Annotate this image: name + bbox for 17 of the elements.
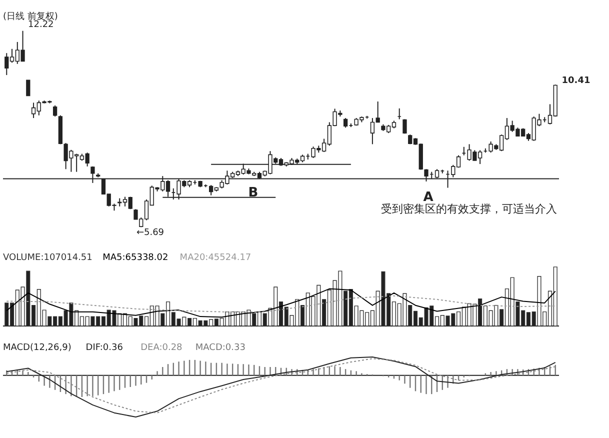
- series-label: MACD:0.33: [195, 343, 246, 353]
- candlestick: [26, 80, 30, 96]
- text: 12.22: [28, 20, 54, 30]
- annotation: 受到密集区的有效支撑，可适当介入: [381, 202, 558, 216]
- text: DIF:0.36: [86, 343, 124, 353]
- text: VOLUME:107014.51: [3, 253, 92, 263]
- candlestick: [402, 118, 407, 134]
- chart-title: MACD(12,26,9): [3, 343, 72, 353]
- candlestick: [52, 104, 58, 118]
- annotation: B: [248, 186, 258, 201]
- text: MA5:65338.02: [102, 253, 168, 263]
- candlestick: [343, 118, 348, 128]
- annotation: A: [423, 190, 434, 205]
- text: MA20:45524.17: [180, 253, 252, 263]
- text: 10.41: [562, 76, 590, 86]
- text: DEA:0.28: [140, 343, 183, 353]
- text: ←5.69: [136, 228, 164, 238]
